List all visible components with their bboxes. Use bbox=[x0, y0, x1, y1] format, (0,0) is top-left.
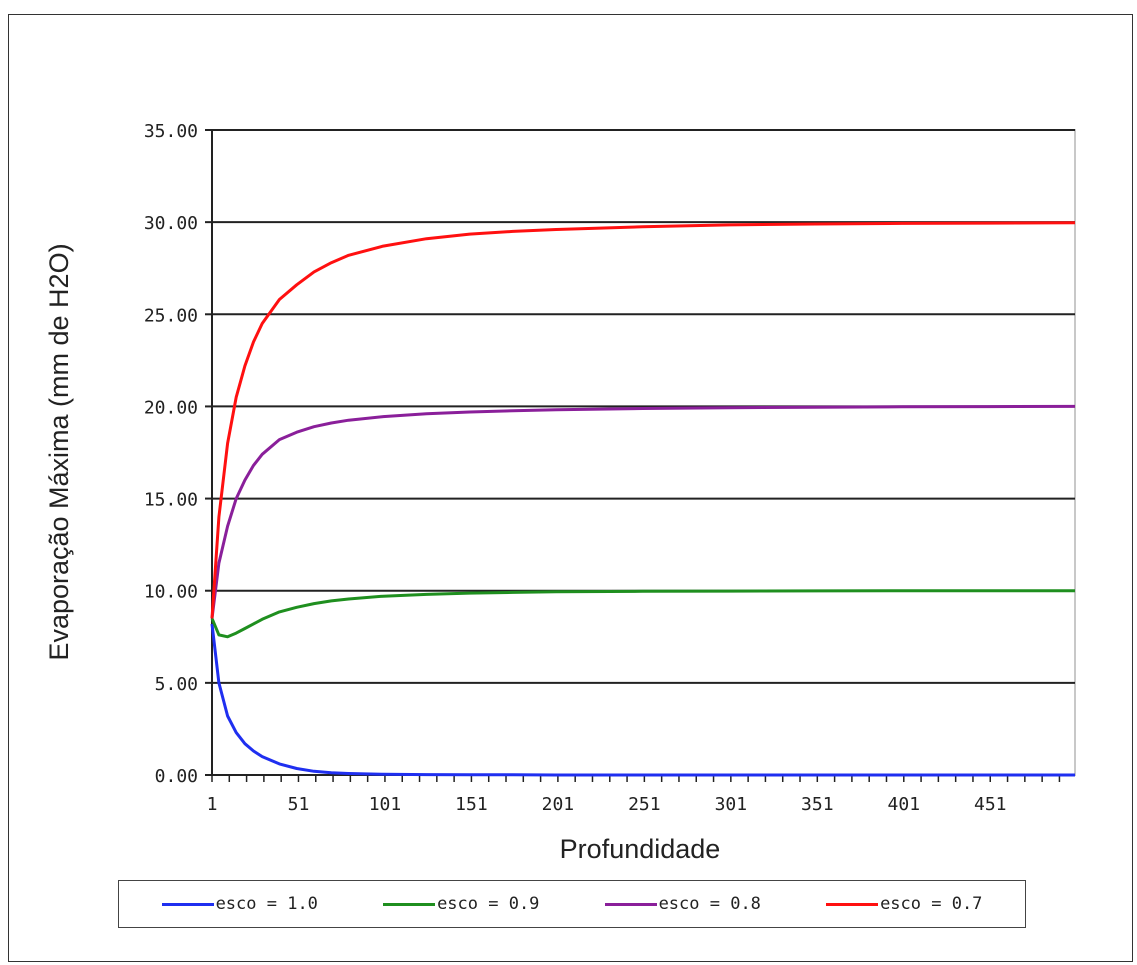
legend-swatch bbox=[604, 902, 657, 906]
y-tick-label: 5.00 bbox=[155, 674, 198, 695]
y-tick-label: 35.00 bbox=[144, 121, 198, 142]
x-tick-label: 351 bbox=[801, 794, 834, 815]
series-line-1 bbox=[210, 623, 1075, 777]
x-tick-label: 151 bbox=[455, 794, 488, 815]
series-line-3 bbox=[210, 404, 1076, 619]
legend-item-3: esco = 0.8 bbox=[604, 894, 761, 914]
legend-label: esco = 0.8 bbox=[658, 894, 761, 914]
legend-label: esco = 1.0 bbox=[215, 894, 318, 914]
legend-item-2: esco = 0.9 bbox=[383, 894, 539, 914]
y-tick-label: 0.00 bbox=[155, 766, 198, 787]
y-tick-label: 10.00 bbox=[144, 582, 198, 603]
legend-swatch bbox=[161, 902, 214, 906]
legend-item-4: esco = 0.7 bbox=[826, 894, 982, 914]
y-tick-label: 25.00 bbox=[144, 305, 198, 326]
legend-item-1: esco = 1.0 bbox=[161, 894, 318, 914]
x-tick-label: 451 bbox=[974, 794, 1007, 815]
plot-area bbox=[211, 129, 1076, 776]
x-tick-label: 101 bbox=[369, 794, 402, 815]
series-line-2 bbox=[210, 589, 1075, 639]
y-tick-label: 15.00 bbox=[144, 490, 198, 511]
x-tick-label: 401 bbox=[888, 794, 921, 815]
legend-label: esco = 0.7 bbox=[880, 894, 983, 914]
x-axis-title: Profundidade bbox=[560, 834, 721, 864]
x-tick-label: 51 bbox=[288, 794, 310, 815]
chart-legend: esco = 1.0 esco = 0.9 esco = 0.8 esco = 0.7 bbox=[118, 880, 1026, 928]
y-tick-label: 30.00 bbox=[144, 213, 198, 234]
x-tick-label: 301 bbox=[715, 794, 748, 815]
y-tick-label: 20.00 bbox=[144, 397, 198, 418]
series-line-4 bbox=[210, 221, 1076, 619]
x-tick-label: 1 bbox=[207, 794, 218, 815]
series-lines bbox=[210, 221, 1076, 777]
legend-label: esco = 0.9 bbox=[437, 894, 540, 914]
legend-swatch bbox=[383, 902, 436, 906]
x-tick-label: 251 bbox=[628, 794, 661, 815]
x-tick-label: 201 bbox=[542, 794, 575, 815]
y-axis-title: Evaporação Máxima (mm de H2O) bbox=[44, 243, 74, 660]
legend-swatch bbox=[826, 902, 879, 906]
